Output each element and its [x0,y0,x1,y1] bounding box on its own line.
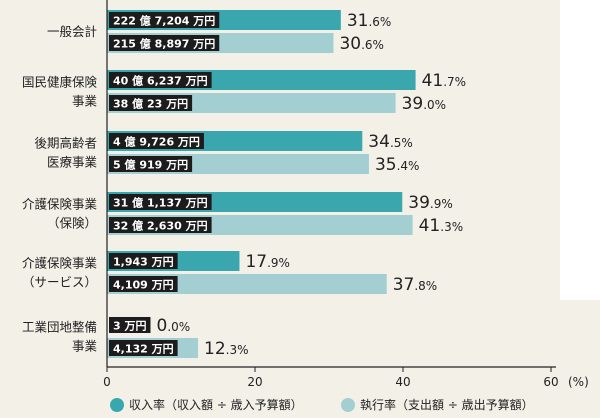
bar-value-integer: 12 [204,339,226,359]
legend-label: 収入率（収入額 ÷ 歳入予算額） [129,397,303,412]
bar-value-label: 39.0% [402,94,447,114]
bar-value-integer: 39 [408,193,430,213]
legend-swatch [341,398,355,412]
bar-amount-box [109,253,178,269]
category-label: 一般会計 [47,24,97,39]
bar-amount-label: 3 万円 [113,320,146,333]
bar-amount-label: 1,943 万円 [113,256,174,269]
bar-value-integer: 35 [375,155,397,175]
bar-value-label: 12.3% [204,339,249,359]
bar-value-integer: 17 [245,252,267,272]
plot-right-panel [560,0,600,300]
bar-amount-label: 222 億 7,204 万円 [113,14,215,28]
bar-value-integer: 30 [339,34,361,54]
bar-amount-label: 4,109 万円 [113,279,174,292]
category-label: 工業団地整備事業 [22,320,98,354]
category-label: 介護保険事業 （保険） [22,197,98,231]
bar-amount-label: 38 億 23 万円 [113,97,188,111]
bar-amount-label: 5 億 919 万円 [113,158,188,172]
bar-value-label: 0.0% [156,316,190,336]
bar-amount-box [109,35,220,51]
bar-amount-label: 32 億 2,630 万円 [113,219,208,233]
bar-value-decimal: .6% [361,38,384,52]
bar-amount-label: 40 億 6,237 万円 [113,74,208,88]
bar-value-decimal: .5% [390,136,413,150]
legend: 収入率（収入額 ÷ 歳入予算額） 執行率（支出額 ÷ 歳出予算額） [110,397,534,412]
bar-amount-box [109,133,204,149]
bar-value-label: 30.6% [339,34,384,54]
category-label-line: 介護保険事業 [22,197,98,212]
category-label: 後期高齢者医療事業 [34,136,97,170]
bar-amount-label: 4,132 万円 [113,343,174,356]
category-label-line: （保険） [47,216,97,231]
legend-label: 執行率（支出額 ÷ 歳出予算額） [360,397,534,412]
bar-value-label: 31.6% [347,11,392,31]
x-tick-label: 0 [103,375,111,389]
bar-amount-box [109,217,212,233]
bar-value-decimal: .3% [440,220,463,234]
category-label-line: 国民健康保険 [22,75,98,90]
x-tick-label: 40 [395,375,410,389]
bar-value-decimal: .9% [267,256,290,270]
bar-amount-box [109,156,193,172]
bar-value-integer: 0 [156,316,167,336]
bar-amount-box [109,340,178,356]
bar-amount-box [109,72,212,88]
bar-value-decimal: .9% [430,197,453,211]
bar-value-decimal: .7% [443,75,466,89]
x-tick-label: 60 [543,375,558,389]
bar-value-decimal: .0% [167,320,190,334]
bar-value-label: 39.9% [408,193,453,213]
bar-value-decimal: .6% [368,15,391,29]
x-axis-ticks: 0 20 40 60 (%) [103,367,589,389]
x-tick-label: 20 [247,375,262,389]
bar-value-decimal: .8% [414,279,437,293]
category-label-line: 後期高齢者 [34,136,97,151]
category-label-line: 事業 [72,339,98,354]
bar-amount-box [109,194,212,210]
category-label: 介護保険事業 （サービス） [22,256,98,290]
bar-amount-box [109,95,193,111]
bar-amount-label: 31 億 1,137 万円 [113,196,208,210]
category-label: 国民健康保険事業 [22,75,98,109]
bar-value-label: 37.8% [393,275,438,295]
bar-value-label: 41.7% [422,71,467,91]
bar-value-integer: 41 [419,216,441,236]
category-label-line: （サービス） [22,275,97,290]
bar-value-integer: 41 [422,71,444,91]
bar-value-integer: 39 [402,94,424,114]
category-label-line: 事業 [72,94,98,109]
bar-amount-box [109,317,151,333]
legend-swatch [110,398,124,412]
bar-value-label: 17.9% [245,252,290,272]
bar-value-label: 41.3% [419,216,464,236]
bar-value-integer: 34 [368,132,390,152]
bar-amount-box [109,12,220,28]
category-label-line: 一般会計 [47,24,97,39]
bar-value-integer: 31 [347,11,369,31]
bar-amount-box [109,276,178,292]
bar-value-decimal: .4% [397,159,420,173]
bar-value-label: 34.5% [368,132,413,152]
x-axis-unit: (%) [568,375,589,389]
category-label-line: 介護保険事業 [22,256,98,271]
bar-value-integer: 37 [393,275,415,295]
category-label-line: 医療事業 [47,155,98,170]
bar-value-label: 35.4% [375,155,420,175]
bar-value-decimal: .0% [423,98,446,112]
bar-amount-label: 4 億 9,726 万円 [113,135,200,149]
category-label-line: 工業団地整備 [22,320,97,335]
bar-amount-label: 215 億 8,897 万円 [113,37,215,51]
bar-value-decimal: .3% [226,343,249,357]
